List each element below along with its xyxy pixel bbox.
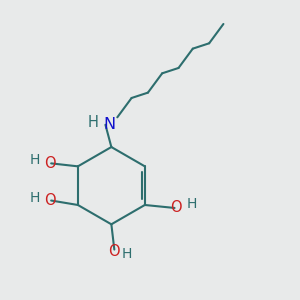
Text: N: N — [104, 117, 116, 132]
Text: H: H — [187, 197, 197, 212]
Text: H: H — [88, 115, 99, 130]
Text: H: H — [30, 191, 40, 205]
Text: O: O — [170, 200, 182, 215]
Text: O: O — [44, 193, 56, 208]
Text: H: H — [30, 153, 40, 167]
Text: H: H — [122, 247, 132, 261]
Text: O: O — [44, 156, 56, 171]
Text: O: O — [109, 244, 120, 259]
